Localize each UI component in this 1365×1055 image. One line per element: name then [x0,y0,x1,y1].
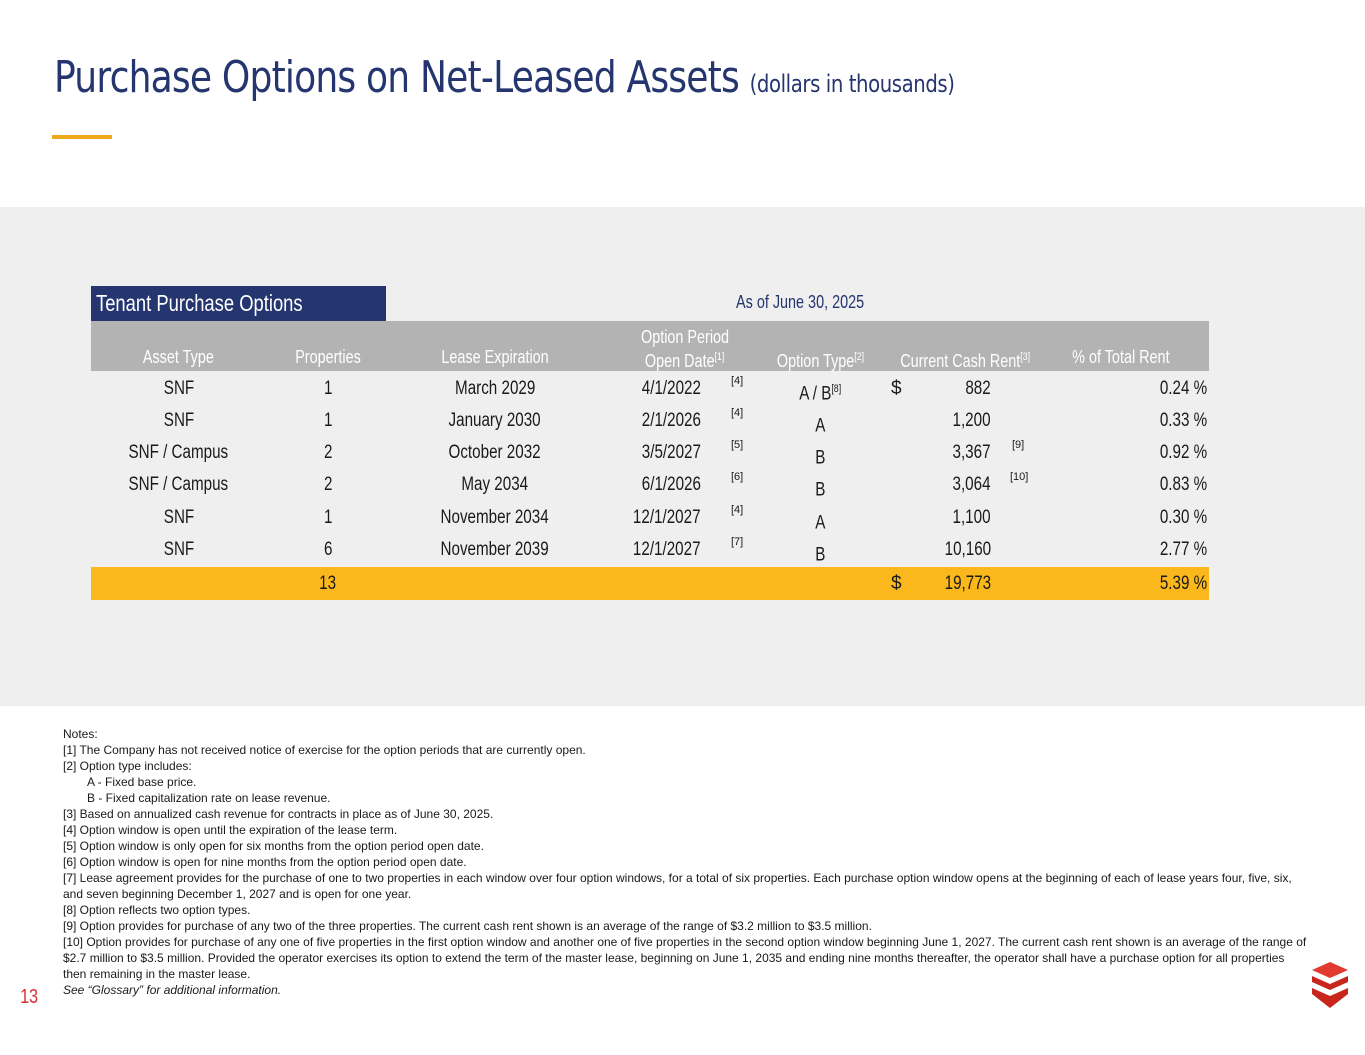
cell-pct-rent: 0.92 % [1159,442,1207,463]
page-subtitle: (dollars in thousands) [749,70,955,98]
total-dollar-sign: $ [891,573,902,594]
cell-open-date: 12/1/2027 [633,539,701,560]
cell-cash-rent: 3,367 [952,442,991,463]
footnote-ref: [6] [731,471,744,483]
cell-pct-rent: 0.24 % [1159,378,1207,399]
cell-dollar-sign: $ [891,378,902,399]
table-row: SNF 1 January 2030 2/1/2026 [4] A 1,200 … [91,405,1209,437]
table-row: SNF 1 November 2034 12/1/2027 [4] A 1,10… [91,502,1209,534]
cell-properties: 1 [323,378,333,399]
notes-heading: Notes: [63,727,98,741]
cell-properties: 1 [323,507,333,528]
note-9: [9] Option provides for purchase of any … [63,919,872,933]
note-2: [2] Option type includes: [63,759,192,773]
as-of-date: As of June 30, 2025 [735,292,865,312]
cell-asset-type: SNF [163,507,194,528]
note-6: [6] Option window is open for nine month… [63,855,467,869]
cell-option-type: B [814,479,826,501]
table-header: Asset Type Properties Lease Expiration O… [91,321,1209,371]
col-header-option-period: Option Period Open Date[1] [640,327,730,371]
cell-open-date: 6/1/2026 [641,474,701,495]
cell-cash-rent: 882 [965,378,991,399]
total-properties: 13 [319,573,337,594]
cell-pct-rent: 0.33 % [1159,410,1207,431]
note-5: [5] Option window is only open for six m… [63,839,484,853]
cell-lease-expiration: March 2029 [454,378,536,399]
cell-lease-expiration: November 2039 [440,539,550,560]
table-title: Tenant Purchase Options [96,290,303,316]
cell-cash-rent: 1,200 [952,410,991,431]
page-number: 13 [20,986,39,1008]
footnote-ref: [4] [731,407,744,419]
note-4: [4] Option window is open until the expi… [63,823,398,837]
page-title-main: Purchase Options on Net-Leased Assets [54,52,740,103]
note-10: [10] Option provides for purchase of any… [63,935,1307,981]
footnote-ref: [10] [1010,471,1029,483]
footnote-ref: [7] [731,536,744,548]
cell-open-date: 2/1/2026 [641,410,701,431]
table-row: SNF / Campus 2 May 2034 6/1/2026 [6] B 3… [91,469,1209,501]
cell-option-type: A / B[8] [799,383,841,405]
cell-open-date: 3/5/2027 [641,442,701,463]
cell-cash-rent: 10,160 [944,539,992,560]
col-header-pct-rent: % of Total Rent [1072,347,1170,367]
col-header-option-type: Option Type[2] [776,351,864,371]
cell-pct-rent: 0.30 % [1159,507,1207,528]
total-cash-rent: 19,773 [944,573,992,594]
cell-open-date: 4/1/2022 [641,378,701,399]
table-title-bar: Tenant Purchase Options [91,286,386,321]
footnote-ref: [9] [1012,439,1025,451]
cell-cash-rent: 1,100 [952,507,991,528]
cell-asset-type: SNF [163,378,194,399]
cell-cash-rent: 3,064 [952,474,991,495]
cell-lease-expiration: October 2032 [448,442,542,463]
col-header-properties: Properties [295,347,361,367]
note-3: [3] Based on annualized cash revenue for… [63,807,494,821]
cell-asset-type: SNF / Campus [128,474,229,495]
note-2a: A - Fixed base price. [87,775,197,789]
cell-properties: 2 [323,474,333,495]
cell-lease-expiration: January 2030 [448,410,542,431]
notes-section: Notes: [1] The Company has not received … [63,726,1308,998]
col-header-asset-type: Asset Type [143,347,214,367]
note-1: [1] The Company has not received notice … [63,743,586,757]
table-row: SNF / Campus 2 October 2032 3/5/2027 [5]… [91,437,1209,469]
note-2b: B - Fixed capitalization rate on lease r… [87,791,331,805]
table-row: SNF 1 March 2029 4/1/2022 [4] A / B[8] $… [91,373,1209,405]
total-pct-rent: 5.39 % [1159,573,1207,594]
cell-option-type: B [814,544,826,566]
note-7: [7] Lease agreement provides for the pur… [63,871,1292,901]
cell-asset-type: SNF [163,539,194,560]
note-8: [8] Option reflects two option types. [63,903,251,917]
cell-open-date: 12/1/2027 [633,507,701,528]
page-title: Purchase Options on Net-Leased Assets (d… [54,52,955,103]
glossary-note: See “Glossary” for additional informatio… [63,983,282,997]
cell-option-type: A [814,415,826,437]
cell-pct-rent: 0.83 % [1159,474,1207,495]
cell-asset-type: SNF / Campus [128,442,229,463]
table-row: SNF 6 November 2039 12/1/2027 [7] B 10,1… [91,534,1209,566]
cell-option-type: B [814,447,826,469]
col-header-lease-expiration: Lease Expiration [441,347,549,367]
footnote-ref: [5] [731,439,744,451]
chevron-stack-logo-icon [1312,962,1348,1008]
cell-pct-rent: 2.77 % [1159,539,1207,560]
title-accent-rule [52,135,112,139]
table-total-row: 13 $ 19,773 5.39 % [91,567,1209,600]
cell-properties: 1 [323,410,333,431]
cell-lease-expiration: November 2034 [440,507,550,528]
cell-option-type: A [814,512,826,534]
cell-asset-type: SNF [163,410,194,431]
cell-properties: 2 [323,442,333,463]
col-header-cash-rent: Current Cash Rent[3] [900,351,1030,371]
cell-properties: 6 [323,539,333,560]
footnote-ref: [4] [731,504,744,516]
footnote-ref: [4] [731,375,744,387]
cell-lease-expiration: May 2034 [461,474,529,495]
